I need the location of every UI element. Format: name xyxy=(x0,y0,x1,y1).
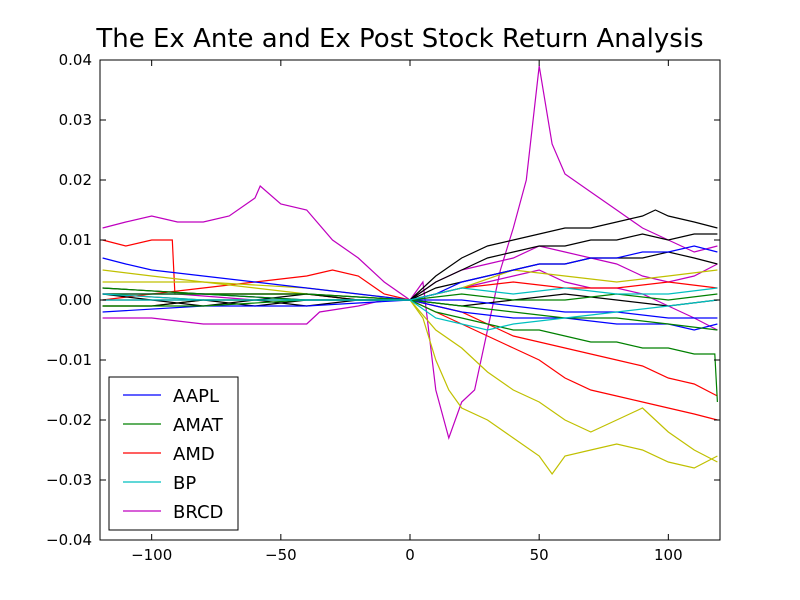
legend-label: AMAT xyxy=(173,415,224,436)
legend-label: BP xyxy=(173,473,196,494)
x-tick-label: 100 xyxy=(654,546,683,564)
x-tick-label: −100 xyxy=(131,546,172,564)
y-tick-label: 0.00 xyxy=(59,291,92,309)
series-line-21 xyxy=(102,287,718,301)
ticks-layer: −100 −50 0 50 100 −0.04 −0.03 −0.02 −0.01 0.00 0.0… xyxy=(46,51,720,564)
y-tick-label: −0.03 xyxy=(46,471,92,489)
series-line-6 xyxy=(102,281,718,301)
series-line-4 xyxy=(102,239,718,421)
series-line-10 xyxy=(102,209,718,307)
series-line-13 xyxy=(102,287,718,307)
y-tick-label: 0.04 xyxy=(59,51,92,69)
series-line-15 xyxy=(102,299,718,331)
y-tick-label: 0.02 xyxy=(59,171,92,189)
y-tick-label: 0.01 xyxy=(59,231,92,249)
legend-label: AMD xyxy=(173,444,215,465)
y-tick-label: 0.03 xyxy=(59,111,92,129)
series-line-9 xyxy=(102,269,718,301)
series-layer xyxy=(102,65,718,476)
legend-label: AAPL xyxy=(173,386,219,407)
chart-title: The Ex Ante and Ex Post Stock Return Ana… xyxy=(96,24,704,54)
x-tick-label: −50 xyxy=(265,546,297,564)
y-tick-label: −0.02 xyxy=(46,411,92,429)
legend: AAPL AMAT AMD BP BRCD xyxy=(108,376,239,531)
series-line-19 xyxy=(102,287,718,301)
series-line-7 xyxy=(102,269,718,476)
series-line-14 xyxy=(102,245,718,301)
x-tick-label: 50 xyxy=(530,546,549,564)
legend-label: BRCD xyxy=(173,502,223,523)
series-line-12 xyxy=(102,251,718,307)
y-tick-label: −0.04 xyxy=(46,531,92,549)
x-tick-label: 0 xyxy=(405,546,415,564)
series-line-3 xyxy=(102,245,718,301)
series-line-18 xyxy=(102,299,718,331)
y-tick-label: −0.01 xyxy=(46,351,92,369)
series-line-1 xyxy=(102,65,718,441)
